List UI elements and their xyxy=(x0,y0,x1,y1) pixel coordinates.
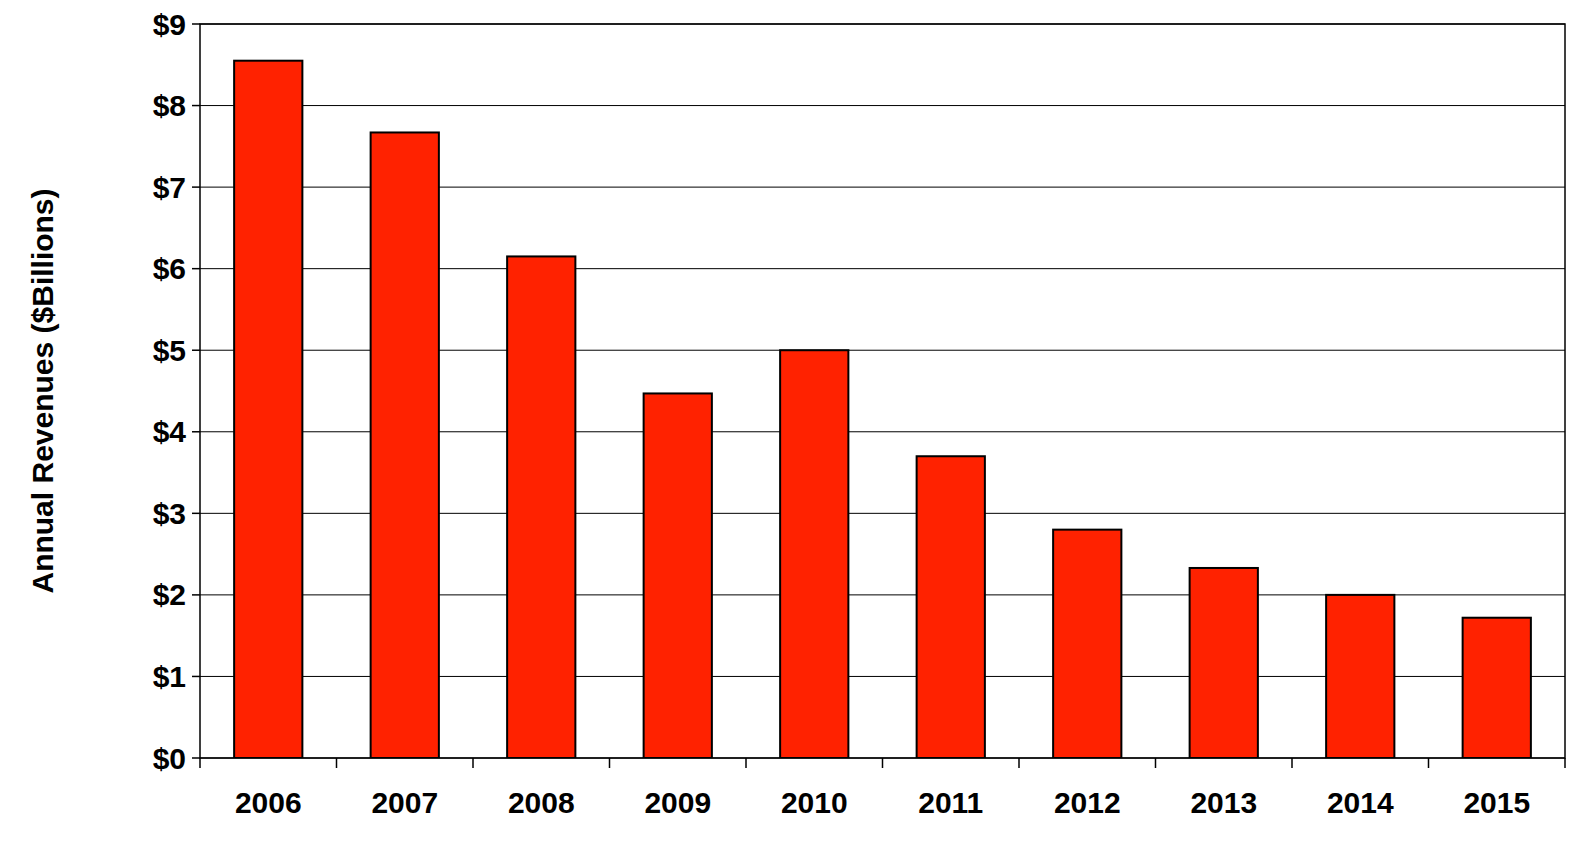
x-tick-label: 2007 xyxy=(371,786,438,819)
y-tick xyxy=(192,594,200,596)
bars xyxy=(234,61,1531,758)
bar xyxy=(780,350,848,758)
plot-frame xyxy=(200,24,1565,758)
x-tick xyxy=(609,758,611,768)
x-tick-label: 2012 xyxy=(1054,786,1121,819)
bar xyxy=(1463,618,1531,758)
y-tick xyxy=(192,268,200,270)
y-axis-title: Annual Revenues ($Billions) xyxy=(26,188,59,593)
y-tick-label: $4 xyxy=(153,415,187,448)
x-tick xyxy=(1428,758,1430,768)
x-tick-label: 2008 xyxy=(508,786,575,819)
y-tick-label: $8 xyxy=(153,89,186,122)
x-tick xyxy=(336,758,338,768)
bar xyxy=(1326,595,1394,758)
x-tick xyxy=(882,758,884,768)
y-tick-label: $2 xyxy=(153,578,186,611)
y-tick-label: $0 xyxy=(153,742,186,775)
x-tick-label: 2011 xyxy=(918,786,983,819)
y-tick xyxy=(192,23,200,25)
x-tick xyxy=(1564,758,1566,768)
x-tick-label: 2006 xyxy=(235,786,302,819)
bar xyxy=(917,456,985,758)
x-tick-label: 2014 xyxy=(1327,786,1394,819)
bar xyxy=(644,393,712,758)
x-tick xyxy=(745,758,747,768)
y-tick-label: $1 xyxy=(153,660,186,693)
x-tick xyxy=(199,758,201,768)
y-tick-label: $5 xyxy=(153,334,186,367)
x-tick-label: 2013 xyxy=(1190,786,1257,819)
y-tick xyxy=(192,676,200,678)
y-tick-label: $6 xyxy=(153,252,186,285)
bar xyxy=(371,132,439,758)
bar xyxy=(1190,568,1258,758)
y-tick xyxy=(192,431,200,433)
bar xyxy=(507,256,575,758)
x-tick xyxy=(1155,758,1157,768)
x-tick xyxy=(472,758,474,768)
y-tick-label: $7 xyxy=(153,171,186,204)
grid-line xyxy=(200,105,1565,106)
y-tick xyxy=(192,757,200,759)
y-tick xyxy=(192,105,200,107)
x-tick xyxy=(1018,758,1020,768)
x-tick-label: 2010 xyxy=(781,786,848,819)
y-tick-label: $9 xyxy=(153,8,186,41)
y-tick xyxy=(192,349,200,351)
x-tick-label: 2015 xyxy=(1463,786,1530,819)
chart: $0 $1 $2 $3 $4 $5 $6 $7 $8 $9 2006 2007 2008 2009 2010… xyxy=(0,0,1579,845)
x-tick xyxy=(1291,758,1293,768)
bar xyxy=(1053,530,1121,758)
y-tick xyxy=(192,186,200,188)
bar xyxy=(234,61,302,758)
y-tick xyxy=(192,513,200,515)
x-tick-label: 2009 xyxy=(644,786,711,819)
y-tick-label: $3 xyxy=(153,497,186,530)
